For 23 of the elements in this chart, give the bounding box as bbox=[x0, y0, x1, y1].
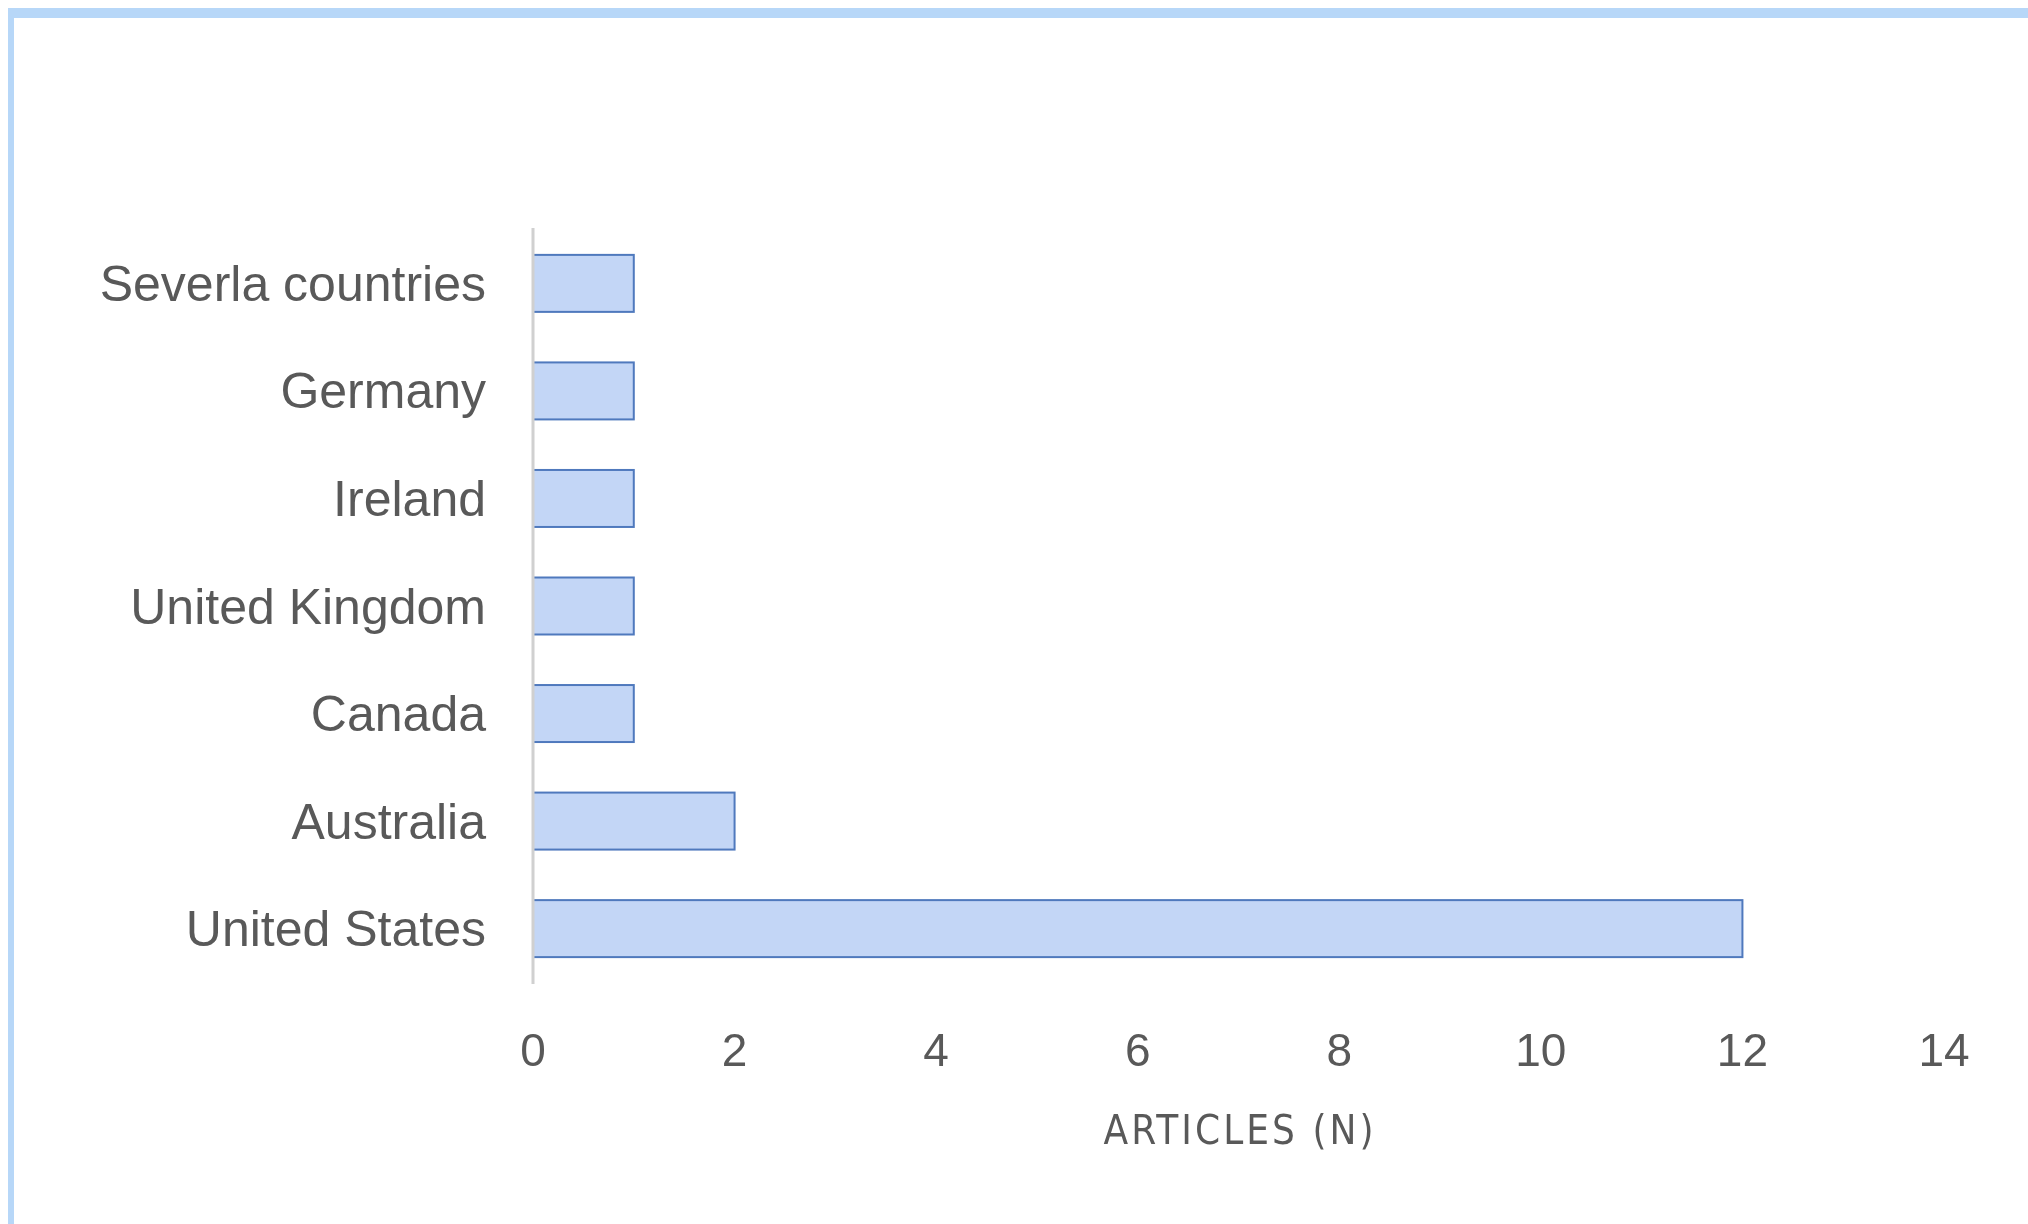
x-tick-label: 2 bbox=[721, 1024, 748, 1076]
bar bbox=[532, 253, 635, 313]
x-tick-label: 14 bbox=[1918, 1024, 1970, 1076]
y-tick-label: United States bbox=[185, 901, 486, 958]
y-tick-label: Severla countries bbox=[99, 255, 486, 312]
y-tick-label: Germany bbox=[280, 363, 486, 420]
bar bbox=[532, 684, 635, 744]
y-tick-label: Canada bbox=[310, 686, 487, 743]
bar bbox=[532, 576, 635, 636]
bar bbox=[532, 791, 736, 851]
x-tick-label: 4 bbox=[923, 1024, 949, 1076]
y-tick-label: United Kingdom bbox=[130, 578, 486, 635]
y-tick-label: Ireland bbox=[333, 470, 486, 527]
x-tick-label: 12 bbox=[1716, 1024, 1769, 1076]
x-tick-label: 10 bbox=[1515, 1024, 1567, 1076]
y-tick-label: Australia bbox=[291, 793, 487, 850]
x-tick-label: 0 bbox=[520, 1024, 546, 1076]
x-tick-label: 8 bbox=[1326, 1024, 1353, 1076]
bar bbox=[532, 899, 1744, 959]
bar bbox=[532, 361, 635, 421]
x-axis-title: ARTICLES (N) bbox=[1103, 1107, 1374, 1153]
bar bbox=[532, 468, 635, 528]
x-tick-label: 6 bbox=[1124, 1024, 1151, 1076]
